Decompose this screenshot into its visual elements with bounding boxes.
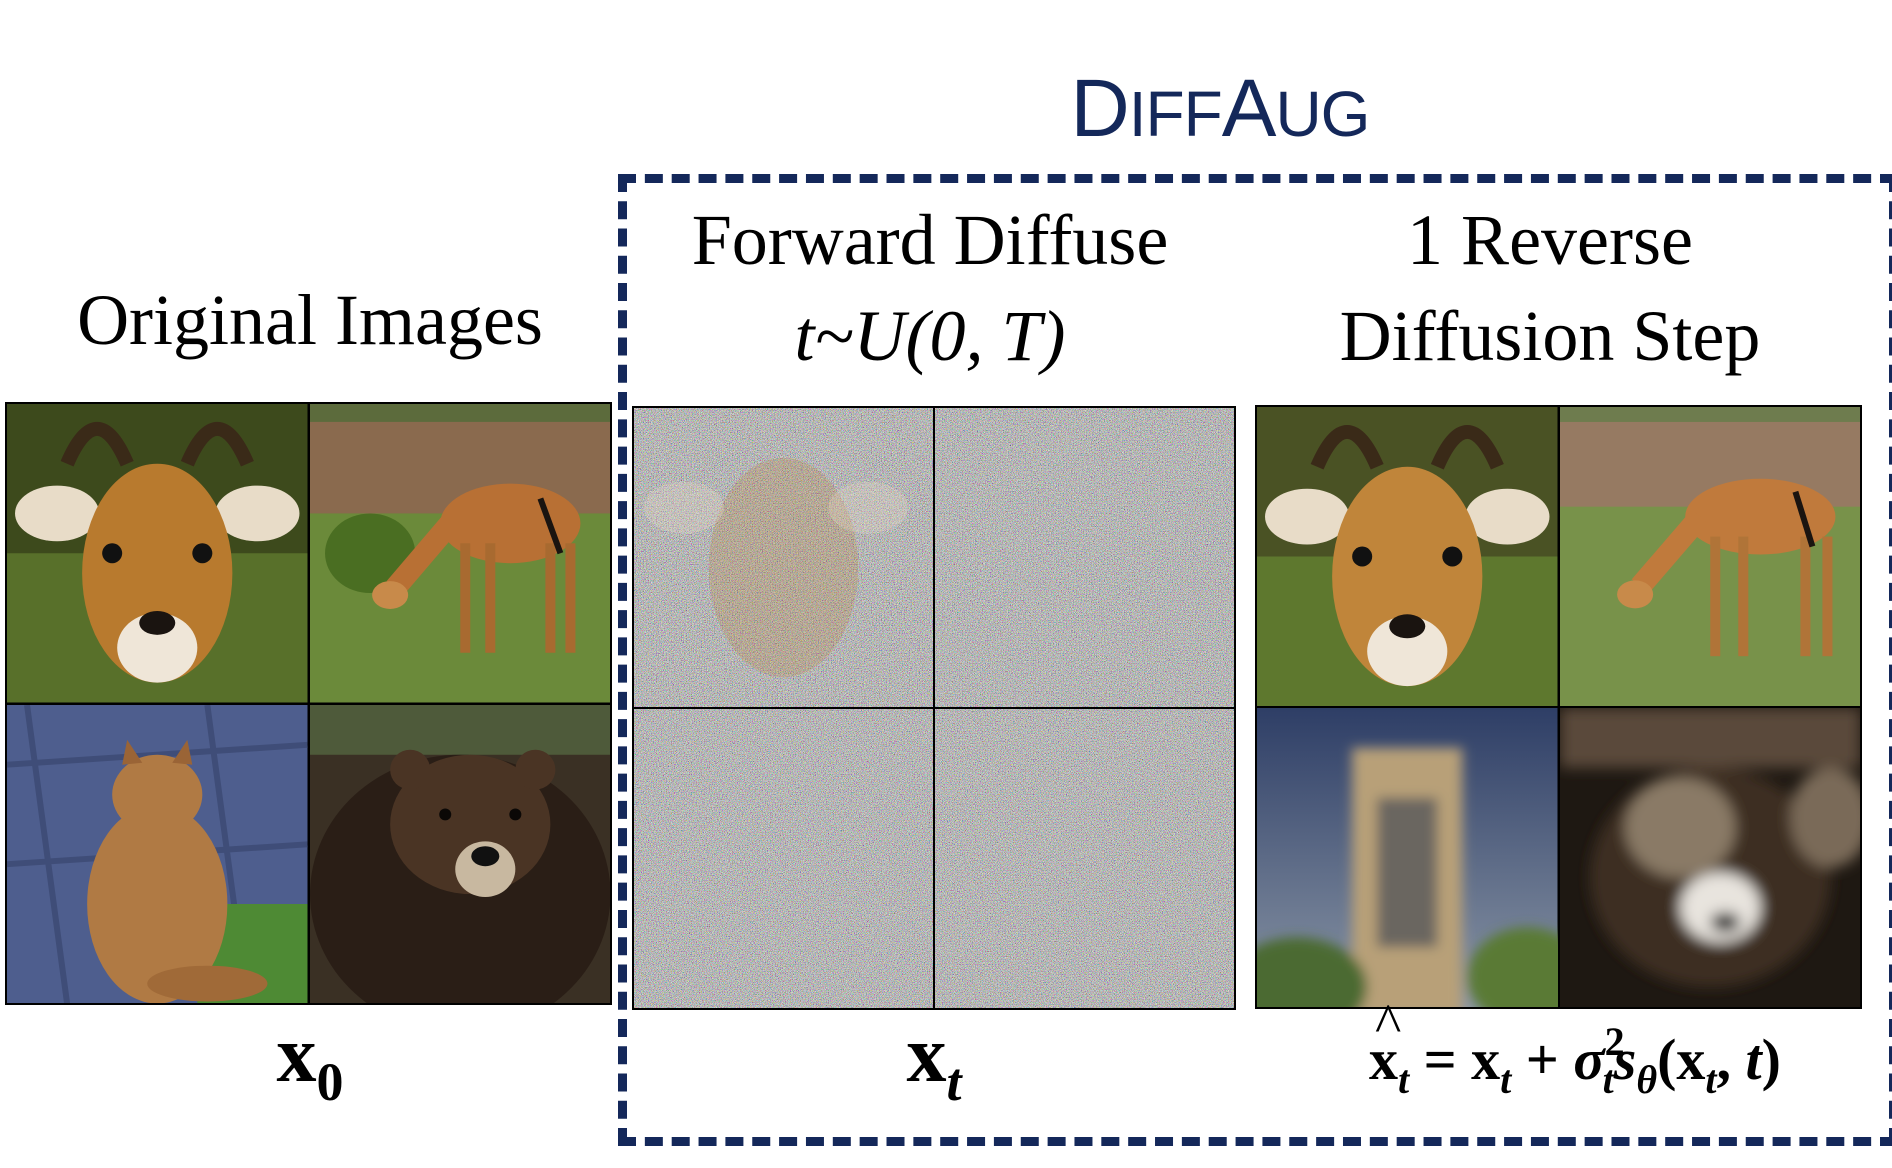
denoised-image-bear xyxy=(1559,708,1860,1007)
original-image-antelope-face xyxy=(7,404,308,703)
noisy-image-1 xyxy=(634,408,933,707)
noisy-image-2 xyxy=(935,408,1234,707)
original-images-grid xyxy=(5,402,612,1005)
reverse-diffusion-line2: Diffusion Step xyxy=(1339,296,1761,376)
original-image-antelope-grazing xyxy=(309,404,610,703)
denoised-image-antelope-face xyxy=(1257,407,1558,706)
original-images-heading: Original Images xyxy=(77,280,543,360)
forward-diffuse-title: Forward Diffuse xyxy=(691,200,1169,280)
forward-diffuse-distribution: t~U(0, T) xyxy=(794,296,1066,376)
original-image-cat-on-rock xyxy=(7,704,308,1003)
noisy-image-3 xyxy=(634,709,933,1008)
caption-xt: xt xyxy=(906,1011,962,1112)
noisy-image-4 xyxy=(935,709,1234,1008)
diffaug-dashed-box xyxy=(618,174,1892,1146)
reverse-diffusion-line1: 1 Reverse xyxy=(1407,200,1693,280)
caption-x0: x0 xyxy=(276,1011,344,1112)
reverse-diffusion-heading: 1 Reverse Diffusion Step xyxy=(1250,192,1850,384)
denoised-image-tower xyxy=(1257,708,1558,1007)
original-image-bear xyxy=(309,704,610,1003)
noisy-images-grid xyxy=(632,406,1236,1010)
denoised-image-antelope-grazing xyxy=(1559,407,1860,706)
denoised-images-grid xyxy=(1255,405,1862,1009)
diffaug-title: DIFFAUG xyxy=(1070,63,1371,154)
reverse-step-formula: xt = xt + σ2tsθ(xt, t) xyxy=(1275,992,1875,1103)
forward-diffuse-heading: Forward Diffuse t~U(0, T) xyxy=(630,192,1230,384)
